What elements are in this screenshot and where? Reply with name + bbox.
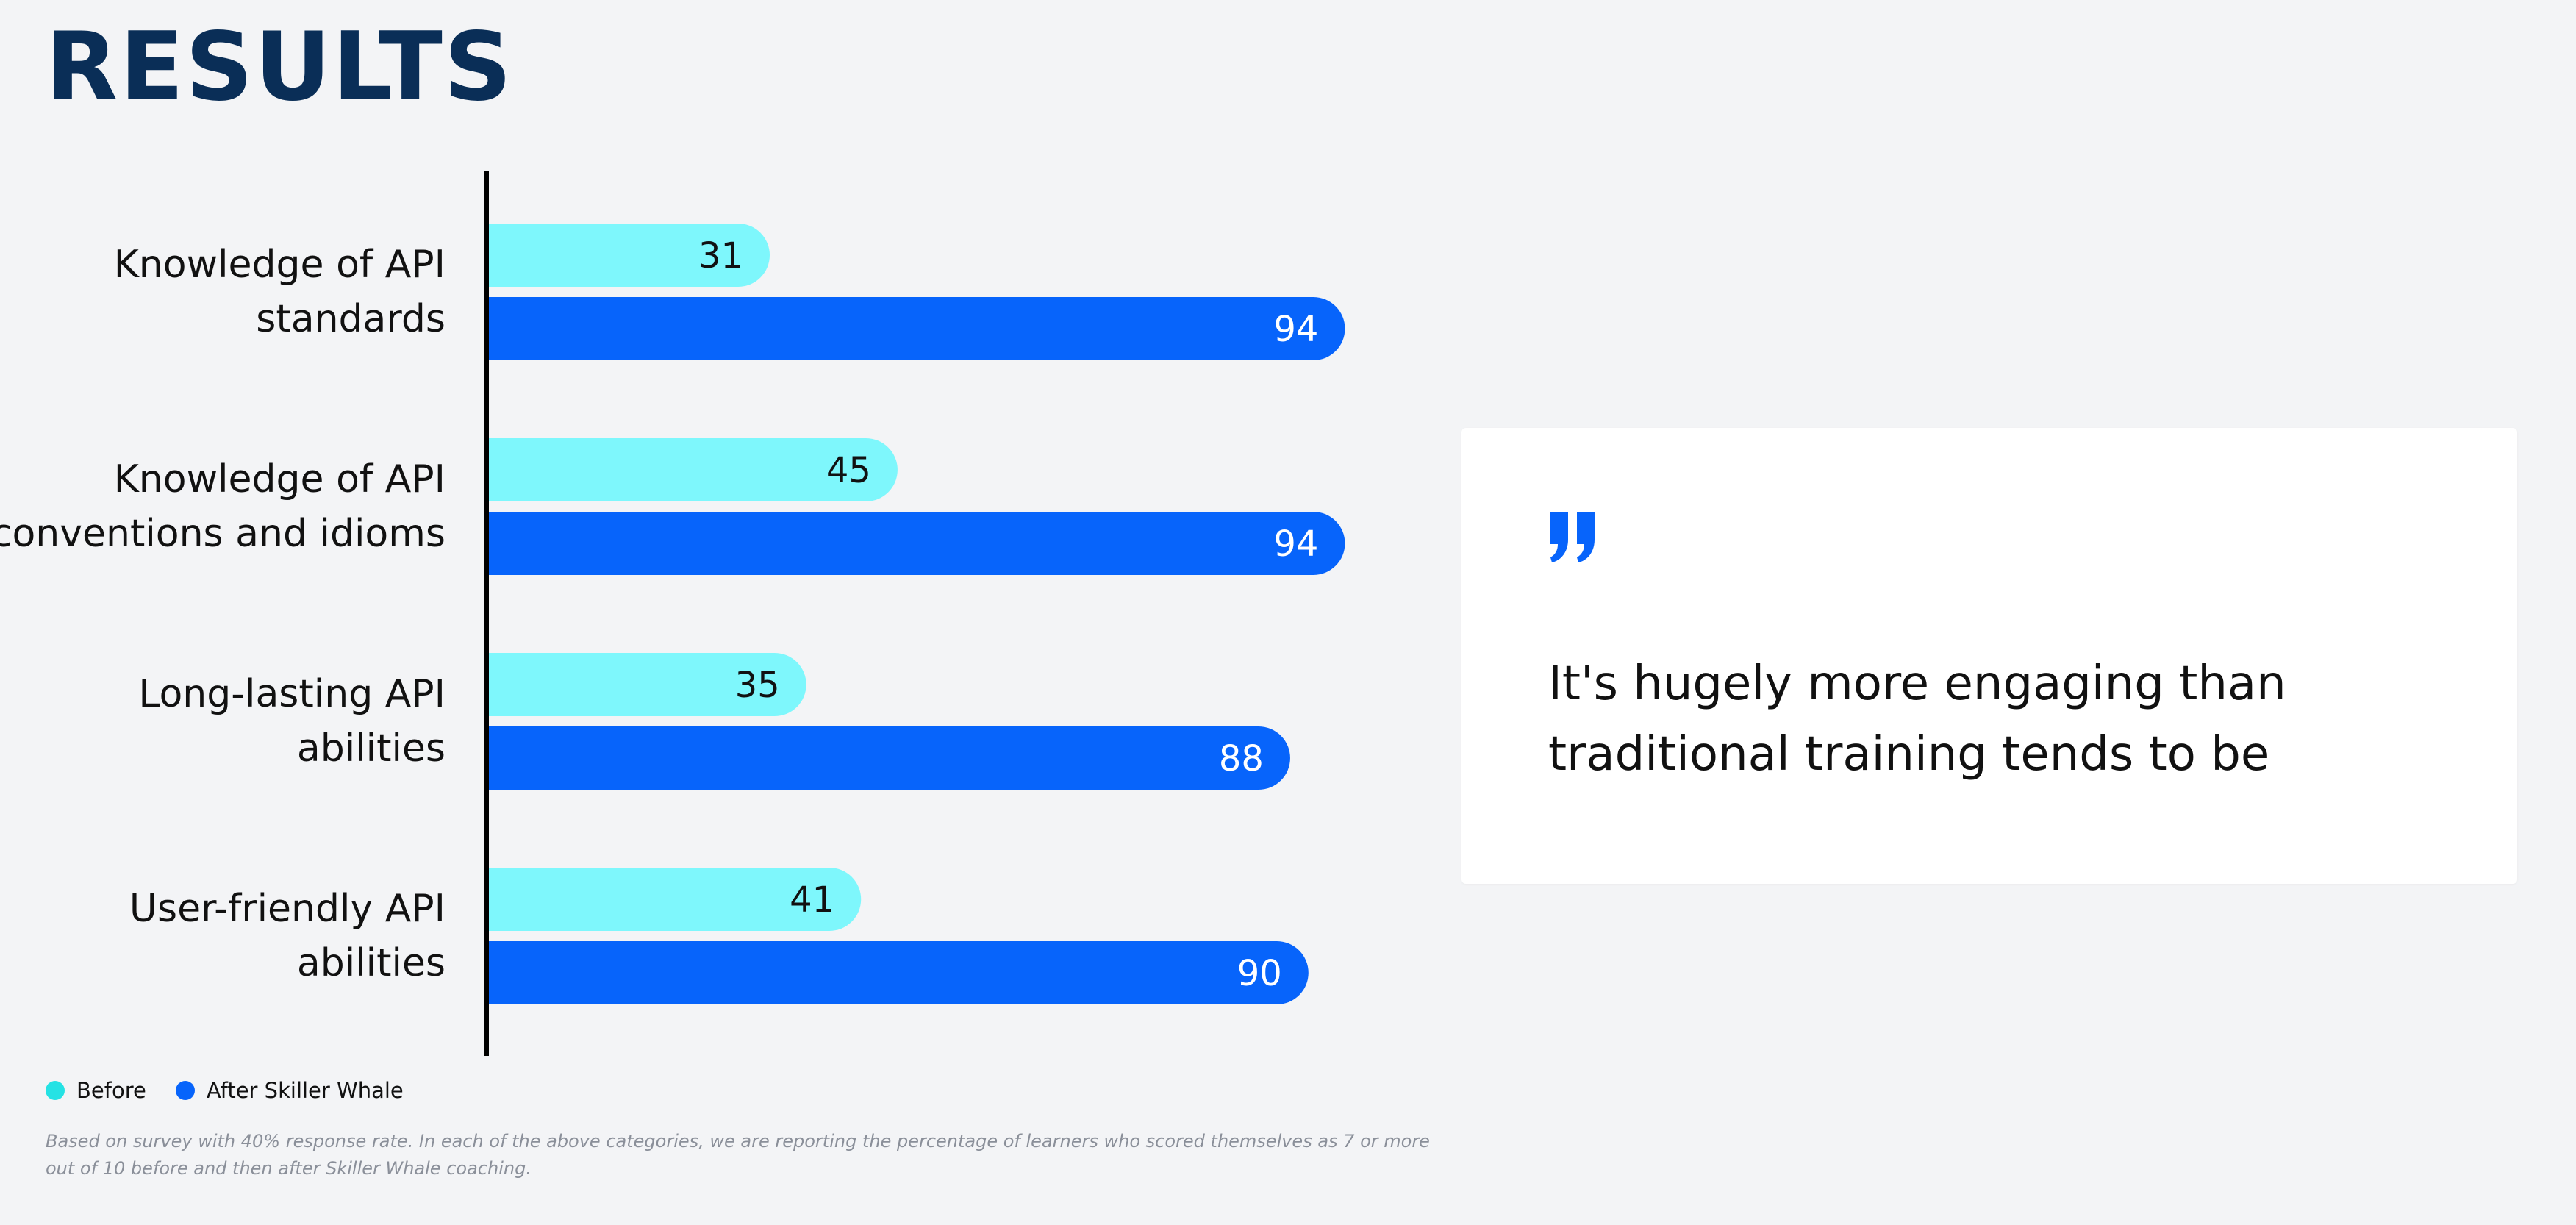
quote-icon — [1550, 512, 1595, 562]
category-label: Knowledge of API standards — [114, 243, 446, 341]
category-label: User-friendly API abilities — [129, 887, 446, 985]
legend-swatch-before — [46, 1081, 65, 1100]
bar-before — [487, 438, 898, 501]
legend-label-before: Before — [76, 1078, 146, 1103]
category-label-line: Knowledge of API — [114, 243, 446, 287]
category-label: Long-lasting API abilities — [138, 672, 446, 771]
bar-value-before: 45 — [826, 450, 871, 491]
legend-swatch-after — [175, 1081, 195, 1100]
category-label-line: abilities — [297, 941, 446, 985]
bar-value-before: 41 — [790, 879, 834, 921]
bar-after — [487, 726, 1290, 790]
bar-after — [487, 297, 1345, 360]
bar-value-after: 88 — [1219, 738, 1264, 779]
bar-value-after: 94 — [1273, 524, 1318, 565]
category-label-line: standards — [256, 297, 446, 341]
footnote: Based on survey with 40% response rate. … — [46, 1131, 1430, 1179]
quote-mark-left — [1550, 512, 1568, 562]
category-label-line: User-friendly API — [129, 887, 446, 931]
bar-value-after: 90 — [1237, 953, 1282, 994]
legend-item-after: After Skiller Whale — [175, 1078, 404, 1103]
category-label: Knowledge of API conventions and idioms — [0, 457, 446, 556]
bar-value-after: 94 — [1273, 309, 1318, 350]
category-label-line: Knowledge of API — [114, 457, 446, 501]
bar-after — [487, 512, 1345, 575]
chart-legend: Before After Skiller Whale — [46, 1078, 404, 1103]
page-title: RESULTS — [46, 12, 513, 122]
legend-label-after: After Skiller Whale — [206, 1078, 404, 1103]
category-label-line: Long-lasting API — [138, 672, 446, 716]
category-label-line: abilities — [297, 726, 446, 771]
bar-before — [487, 868, 862, 931]
bar-chart: Knowledge of API standards 31 94 Knowledge o… — [0, 171, 1345, 1056]
bar-value-before: 31 — [698, 235, 743, 276]
quote-text: It's hugely more engaging than tradition… — [1548, 657, 2286, 782]
bar-before — [487, 653, 806, 716]
category-label-line: conventions and idioms — [0, 512, 446, 556]
legend-item-before: Before — [46, 1078, 146, 1103]
bar-after — [487, 941, 1309, 1004]
bar-value-before: 35 — [735, 665, 780, 706]
quote-mark-right — [1577, 512, 1595, 562]
quote-card: It's hugely more engaging than tradition… — [1461, 428, 2517, 884]
bar-before — [487, 224, 770, 287]
